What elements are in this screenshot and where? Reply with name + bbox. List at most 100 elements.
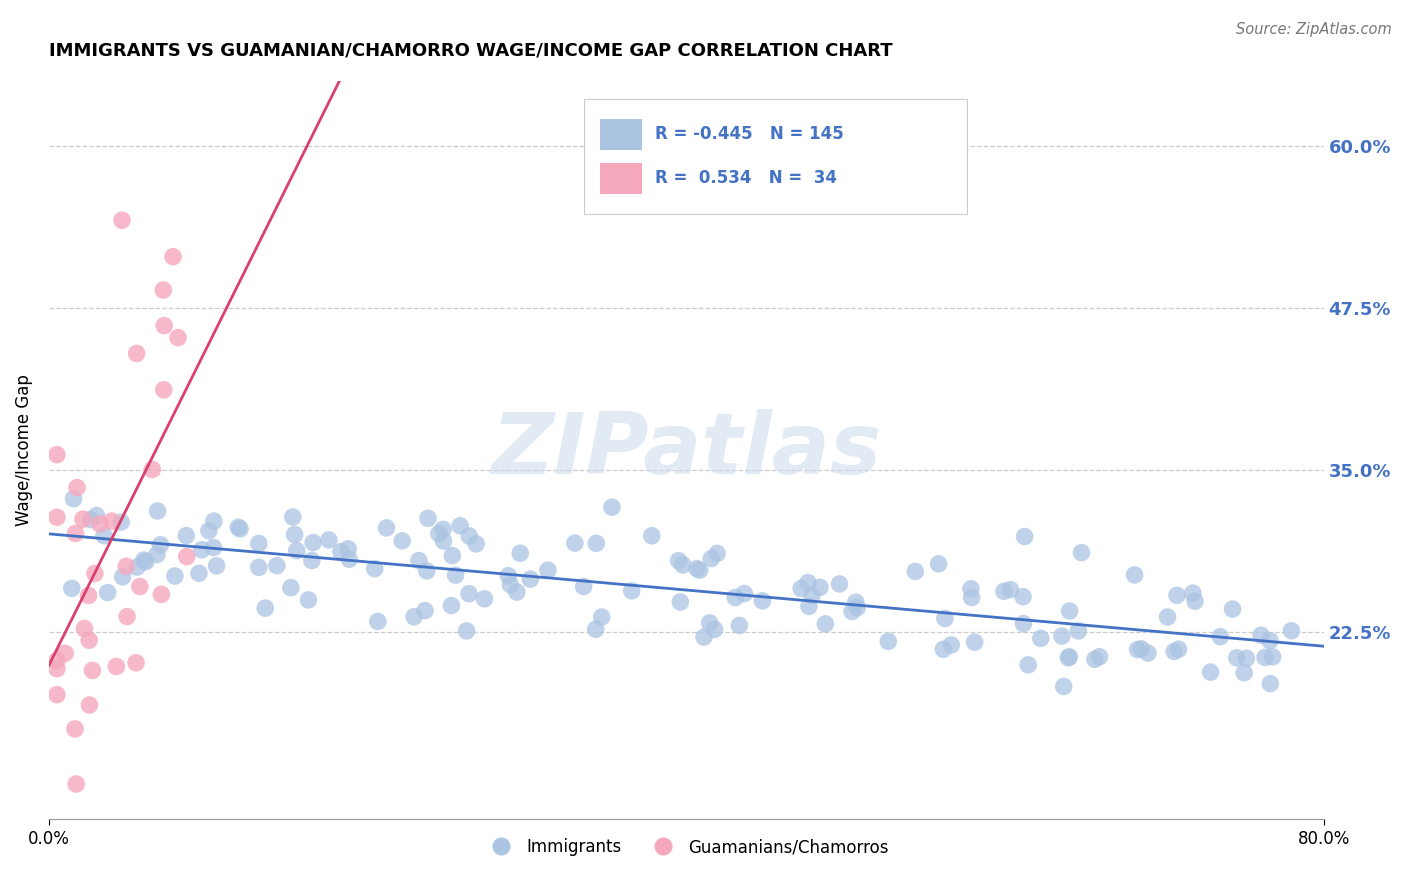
Point [153, 318, 176, 333]
Point [1084, 652, 1107, 666]
Point [1000, 582, 1022, 597]
Point [84, 566, 107, 581]
Point [65, 777, 87, 791]
Point [1029, 632, 1052, 646]
Point [672, 558, 695, 572]
Point [110, 515, 132, 529]
Point [474, 591, 496, 606]
Point [163, 569, 186, 583]
Point [458, 529, 481, 543]
Point [928, 557, 950, 571]
Point [689, 563, 711, 577]
Point [86, 508, 108, 523]
Point [297, 592, 319, 607]
Point [413, 604, 436, 618]
Point [408, 553, 430, 567]
Point [585, 622, 607, 636]
Point [808, 580, 831, 594]
Point [97, 585, 120, 599]
Point [329, 545, 352, 559]
Point [66, 481, 89, 495]
Point [150, 587, 173, 601]
Point [801, 589, 824, 603]
Point [1059, 604, 1081, 618]
Point [77, 589, 100, 603]
Text: ZIPatlas: ZIPatlas [491, 409, 882, 491]
Point [202, 514, 225, 528]
Point [934, 611, 956, 625]
Point [841, 605, 863, 619]
Point [60, 582, 83, 596]
Point [1130, 641, 1153, 656]
Point [1088, 649, 1111, 664]
Point [132, 553, 155, 567]
Point [1222, 602, 1244, 616]
Point [135, 555, 157, 569]
Point [1014, 529, 1036, 543]
Point [828, 577, 851, 591]
Point [1261, 649, 1284, 664]
Point [960, 582, 983, 596]
Point [229, 522, 252, 536]
Point [733, 586, 755, 600]
Point [751, 594, 773, 608]
Point [285, 543, 308, 558]
Point [1053, 680, 1076, 694]
Point [1012, 590, 1035, 604]
Point [1233, 665, 1256, 680]
Point [444, 568, 467, 582]
Point [1166, 588, 1188, 602]
Point [700, 551, 723, 566]
Point [465, 537, 488, 551]
Point [1258, 676, 1281, 690]
Point [93, 529, 115, 543]
Point [499, 577, 522, 591]
Point [1136, 646, 1159, 660]
Point [1184, 594, 1206, 608]
Point [125, 346, 148, 360]
Point [440, 599, 463, 613]
Point [564, 536, 586, 550]
Point [669, 595, 692, 609]
Point [449, 518, 471, 533]
Point [585, 536, 607, 550]
Point [1209, 630, 1232, 644]
Point [416, 564, 439, 578]
Point [125, 656, 148, 670]
Point [101, 514, 124, 528]
Point [509, 546, 531, 560]
Point [1236, 651, 1258, 665]
Point [1279, 624, 1302, 638]
Point [45, 448, 67, 462]
Point [188, 566, 211, 581]
Point [797, 575, 820, 590]
Point [960, 591, 983, 605]
Point [146, 504, 169, 518]
Point [963, 635, 986, 649]
Point [318, 533, 340, 547]
Point [699, 615, 721, 630]
Point [416, 511, 439, 525]
Point [993, 584, 1015, 599]
Point [281, 510, 304, 524]
Point [280, 581, 302, 595]
Point [128, 580, 150, 594]
Point [877, 634, 900, 648]
Point [198, 524, 221, 538]
Point [45, 510, 67, 524]
Point [111, 213, 134, 227]
Point [167, 331, 190, 345]
Point [79, 512, 101, 526]
Point [89, 516, 111, 531]
Point [641, 529, 664, 543]
Point [498, 568, 520, 582]
Point [591, 610, 613, 624]
Point [111, 570, 134, 584]
Point [537, 563, 560, 577]
Point [301, 553, 323, 567]
Point [1012, 616, 1035, 631]
Point [1181, 586, 1204, 600]
Point [728, 618, 751, 632]
Point [45, 662, 67, 676]
Point [174, 528, 197, 542]
